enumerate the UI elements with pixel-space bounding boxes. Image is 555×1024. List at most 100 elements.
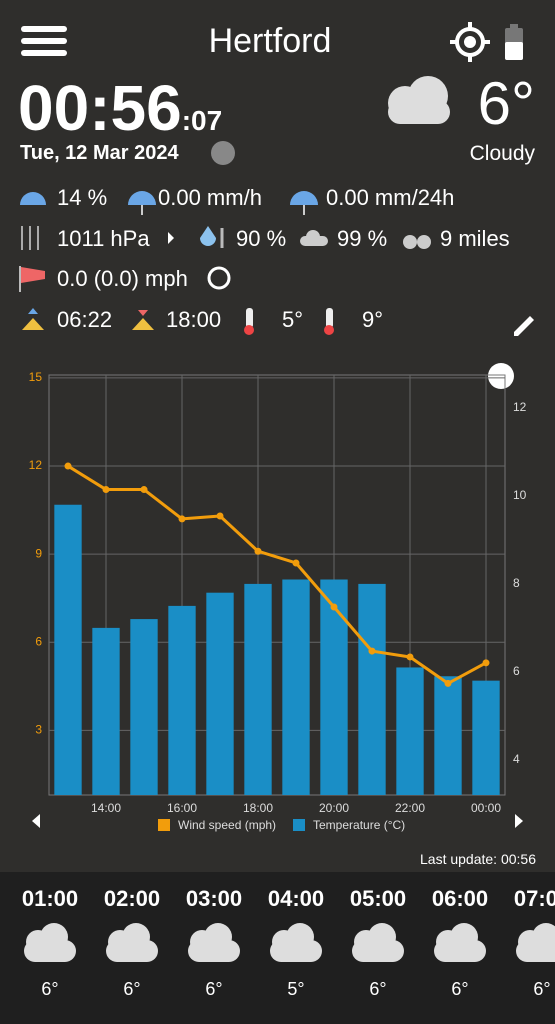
plot-frame xyxy=(48,374,506,796)
point xyxy=(292,559,300,567)
bar xyxy=(282,579,310,795)
y-tick-label: 15 xyxy=(29,370,43,384)
rain-probability: 14 % xyxy=(57,185,108,210)
bar xyxy=(358,583,386,795)
hour-cloud xyxy=(352,923,404,962)
pressure: 1011 hPa xyxy=(57,226,150,251)
point xyxy=(216,512,224,520)
edit-button[interactable] xyxy=(514,316,534,336)
hour-time: 07:00 xyxy=(513,886,555,911)
point xyxy=(140,486,148,494)
y2-tick-label: 10 xyxy=(513,488,527,502)
bar xyxy=(472,680,500,795)
menu-button[interactable] xyxy=(21,26,67,56)
cloud-part xyxy=(434,940,486,962)
rain-rate: 0.00 mm/h xyxy=(158,185,262,210)
humidity: 90 % xyxy=(236,226,287,251)
cloud-part xyxy=(352,940,404,962)
sunrise: 06:22 xyxy=(57,307,113,332)
moon-icon xyxy=(211,141,235,165)
hour-time: 04:00 xyxy=(267,886,325,911)
hourly-icons xyxy=(24,923,555,962)
legend-swatch xyxy=(293,819,305,831)
hour-cloud xyxy=(516,923,555,962)
cloud-part xyxy=(270,940,322,962)
hour-temperature: 6° xyxy=(369,979,387,999)
y-tick-label: 12 xyxy=(29,458,43,472)
y2-tick-label: 6 xyxy=(513,664,520,678)
hour-temperature: 6° xyxy=(123,979,141,999)
bar xyxy=(434,676,462,795)
hour-time: 05:00 xyxy=(349,886,407,911)
wind: 0.0 (0.0) mph xyxy=(57,266,188,291)
cloud-icon xyxy=(388,76,450,124)
hour-temperature: 6° xyxy=(205,979,223,999)
y2-tick-label: 8 xyxy=(513,576,520,590)
legend-label: Wind speed (mph) xyxy=(178,818,276,832)
y2-tick-label: 4 xyxy=(513,752,520,766)
point xyxy=(482,659,490,667)
x-tick-label: 00:00 xyxy=(471,801,501,815)
bar xyxy=(54,504,82,795)
clock-seconds: :07 xyxy=(181,105,223,136)
hour-temperature: 5° xyxy=(287,979,305,999)
city: Hertford xyxy=(208,22,332,60)
hour-cloud xyxy=(24,923,76,962)
point xyxy=(102,486,110,494)
y-tick-label: 9 xyxy=(35,546,42,560)
bar xyxy=(320,579,348,795)
bar xyxy=(168,605,196,795)
hour-time: 02:00 xyxy=(103,886,161,911)
bar xyxy=(130,619,158,795)
bar xyxy=(92,627,120,795)
sunset: 18:00 xyxy=(166,307,222,332)
visibility: 9 miles xyxy=(440,226,510,251)
cloud-part xyxy=(516,940,555,962)
x-tick-label: 22:00 xyxy=(395,801,425,815)
hour-time: 06:00 xyxy=(431,886,489,911)
y-tick-label: 3 xyxy=(35,723,42,737)
temp-min: 5° xyxy=(282,307,304,332)
hour-cloud xyxy=(270,923,322,962)
clock: 00:56:07 xyxy=(18,76,222,140)
last-update: Last update: 00:56 xyxy=(420,851,536,867)
hour-temperature: 6° xyxy=(451,979,469,999)
point xyxy=(254,547,262,555)
clock-time: 00:56 xyxy=(18,72,182,144)
chart-nav[interactable] xyxy=(32,363,523,828)
cloud-cover: 99 % xyxy=(337,226,388,251)
rain-24h: 0.00 mm/24h xyxy=(326,185,455,210)
hour-cloud xyxy=(188,923,240,962)
point xyxy=(368,647,376,655)
current-temperature: 6° xyxy=(477,70,535,137)
temp-max: 9° xyxy=(362,307,384,332)
y2-tick-label: 12 xyxy=(513,400,527,414)
cloud-part xyxy=(24,940,76,962)
x-tick-label: 16:00 xyxy=(167,801,197,815)
chart: 3 6 9 12 15 4 6 8 10 12 14:00 16:00 18:00 20:00 22:00 0… xyxy=(29,370,527,832)
x-tick-label: 18:00 xyxy=(243,801,273,815)
x-tick-label: 20:00 xyxy=(319,801,349,815)
bar xyxy=(206,592,234,795)
battery-icon xyxy=(505,24,523,60)
legend-label: Temperature (°C) xyxy=(313,818,405,832)
hour-cloud xyxy=(434,923,486,962)
cloud-part xyxy=(106,940,158,962)
hour-time: 01:00 xyxy=(21,886,79,911)
y-tick-label: 6 xyxy=(35,634,42,648)
hour-temperature: 6° xyxy=(41,979,59,999)
hour-cloud xyxy=(106,923,158,962)
detail-icons xyxy=(19,191,534,336)
line xyxy=(67,464,487,685)
point xyxy=(64,462,72,470)
legend-swatch xyxy=(158,819,170,831)
location-button[interactable] xyxy=(450,22,490,62)
date: Tue, 12 Mar 2024 xyxy=(20,142,179,164)
point xyxy=(178,515,186,523)
condition: Cloudy xyxy=(469,142,535,165)
hour-time: 03:00 xyxy=(185,886,243,911)
point xyxy=(444,679,452,687)
bar xyxy=(396,667,424,795)
